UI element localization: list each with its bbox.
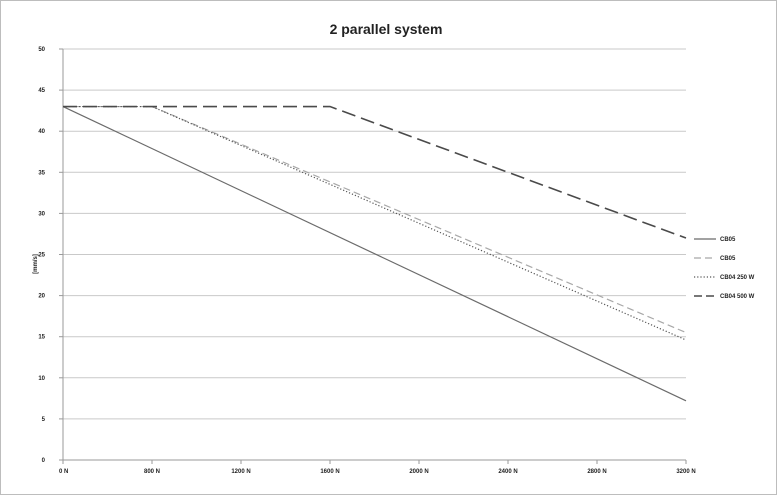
- x-tick-label-5: 2400 N: [498, 469, 517, 475]
- axes: [59, 48, 687, 464]
- x-tick-label-6: 2800 N: [587, 469, 606, 475]
- gridlines: [63, 48, 686, 420]
- x-tick-label-0: 0 N: [59, 469, 68, 475]
- series-line-1: [62, 105, 687, 402]
- x-tick-label-1: 800 N: [144, 469, 160, 475]
- x-tick-label-7: 3200 N: [676, 469, 695, 475]
- x-tick-label-4: 2000 N: [409, 469, 428, 475]
- y-tick-label-20: 20: [38, 294, 45, 300]
- legend-label-1: CB05: [720, 237, 736, 243]
- y-tick-label-0: 0: [42, 458, 46, 464]
- chart-title: 2 parallel system: [330, 21, 443, 37]
- series-line-3: [63, 105, 687, 341]
- y-tick-label-10: 10: [38, 376, 45, 382]
- legend-label-4: CB04 500 W: [720, 294, 755, 300]
- series-line-4: [63, 105, 687, 239]
- x-tick-labels: 0 N 800 N 1200 N 1600 N 2000 N 2400 N 2800 N 32…: [59, 469, 696, 475]
- series-lines: [62, 105, 687, 402]
- legend-label-3: CB04 250 W: [720, 275, 755, 281]
- y-tick-label-30: 30: [38, 211, 45, 217]
- x-tick-label-2: 1200 N: [231, 469, 250, 475]
- y-tick-labels: 0 5 10 15 20 25 30 35 40 45 50: [38, 47, 45, 464]
- x-tick-label-3: 1600 N: [320, 469, 339, 475]
- y-axis-label: [mm/s]: [33, 254, 39, 274]
- y-tick-label-35: 35: [38, 170, 45, 176]
- legend: CB05 CB05 CB04 250 W CB04 500 W: [694, 237, 755, 300]
- y-tick-label-40: 40: [38, 129, 45, 135]
- y-tick-label-45: 45: [38, 88, 45, 94]
- legend-label-2: CB05: [720, 256, 736, 262]
- y-tick-label-5: 5: [42, 417, 46, 423]
- y-tick-label-15: 15: [38, 335, 45, 341]
- y-tick-label-50: 50: [38, 47, 45, 53]
- y-tick-label-25: 25: [38, 253, 45, 259]
